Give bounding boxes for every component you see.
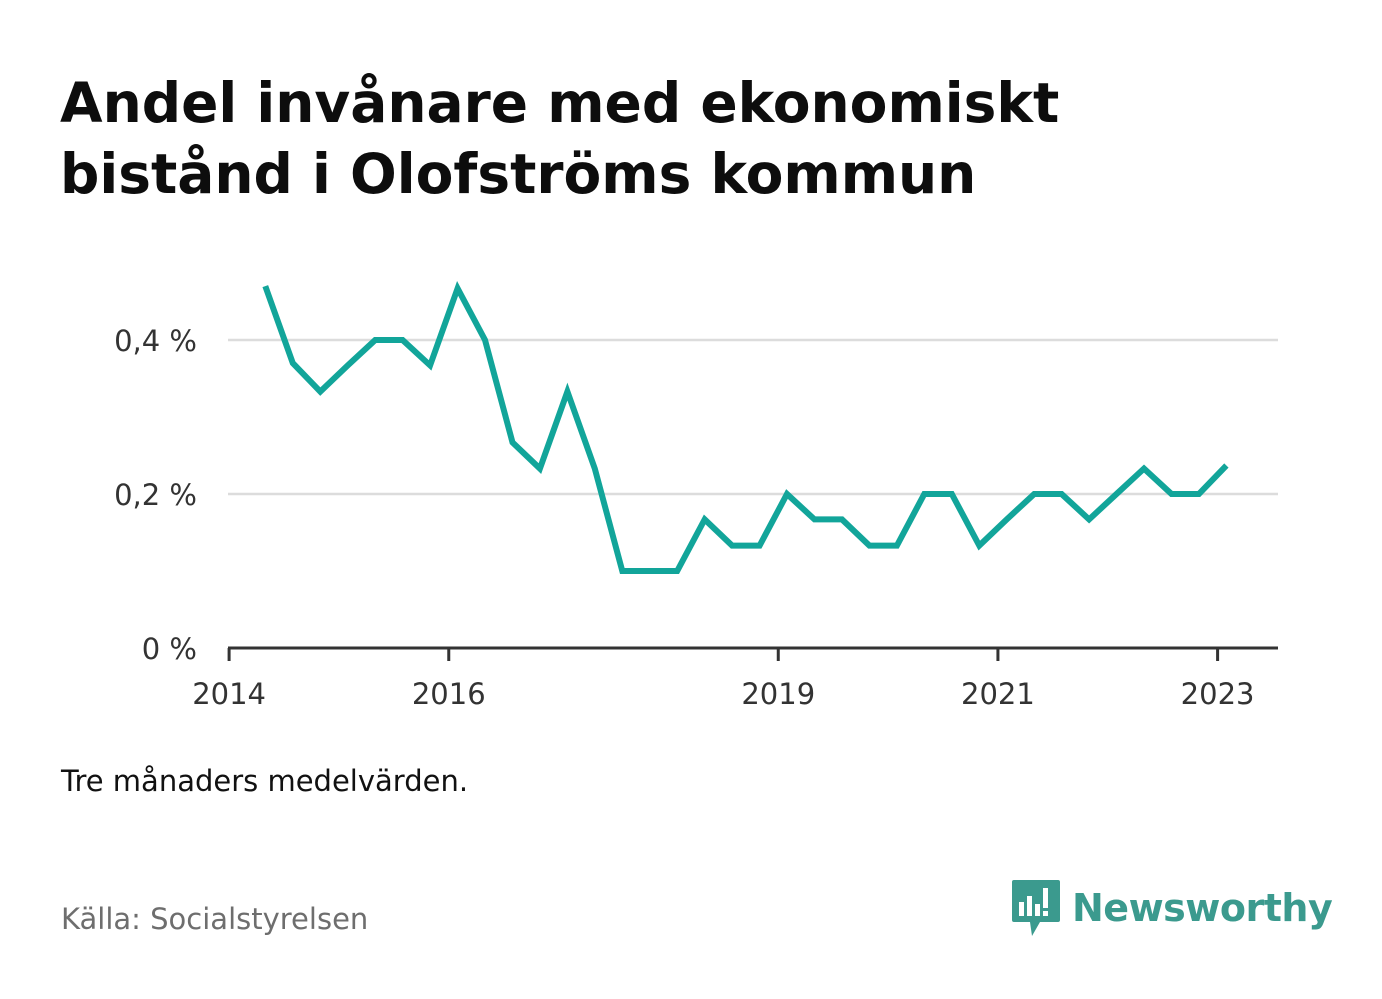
y-tick-label: 0,2 % [114,478,197,512]
x-tick-label: 2016 [412,677,486,711]
newsworthy-logo[interactable]: Newsworthy [1010,878,1333,938]
newsworthy-logo-icon [1012,880,1060,936]
series-line [262,280,1229,574]
series-group [262,280,1229,574]
x-axis: 2014 2016 2019 2021 2023 [192,646,1278,711]
y-tick-label: 0 % [142,632,197,666]
chart-note: Tre månaders medelvärden. [61,764,469,798]
chart-title: Andel invånare med ekonomiskt bistånd i … [60,71,1060,206]
y-axis: 0 % 0,2 % 0,4 % [114,324,197,666]
y-tick-label: 0,4 % [114,324,197,358]
x-tick-label: 2019 [741,677,815,711]
gridlines [228,338,1278,496]
brand-name: Newsworthy [1072,886,1333,930]
x-tick-label: 2014 [192,677,266,711]
source-label: Källa: Socialstyrelsen [61,902,369,936]
x-tick-label: 2023 [1181,677,1255,711]
x-tick-label: 2021 [961,677,1035,711]
